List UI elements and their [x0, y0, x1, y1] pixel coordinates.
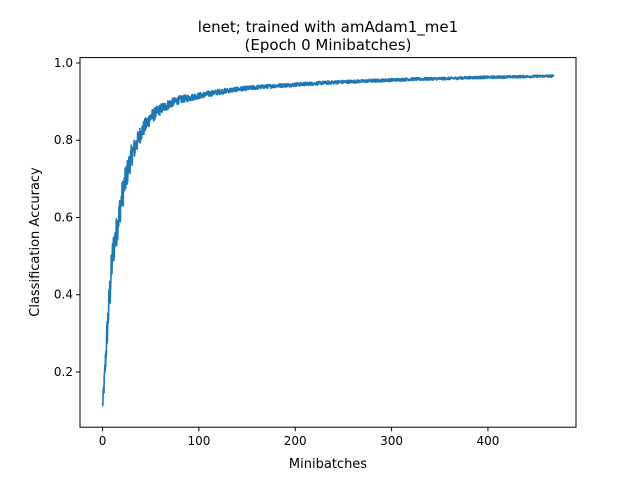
x-axis-ticks: 0 100 200 300 400: [99, 427, 499, 448]
chart-title-line-1: lenet; trained with amAdam1_me1: [198, 18, 458, 37]
x-tick-label: 100: [187, 434, 210, 448]
chart-title-line-2: (Epoch 0 Minibatches): [245, 36, 412, 54]
x-tick-label: 300: [380, 434, 403, 448]
y-tick-label: 0.8: [54, 133, 73, 147]
y-axis-ticks: 0.2 0.4 0.6 0.8 1.0: [54, 56, 80, 379]
y-tick-label: 0.4: [54, 288, 73, 302]
plot-frame: [79, 57, 577, 428]
x-tick-label: 400: [476, 434, 499, 448]
x-axis-label: Minibatches: [289, 457, 367, 472]
y-tick-label: 0.2: [54, 365, 73, 379]
y-axis-label: Classification Accuracy: [28, 167, 43, 317]
x-tick-label: 0: [99, 434, 107, 448]
accuracy-series-line: [101, 74, 555, 407]
y-tick-label: 1.0: [54, 56, 73, 70]
x-tick-label: 200: [284, 434, 307, 448]
plot-area: [101, 74, 555, 407]
y-tick-label: 0.6: [54, 210, 73, 224]
